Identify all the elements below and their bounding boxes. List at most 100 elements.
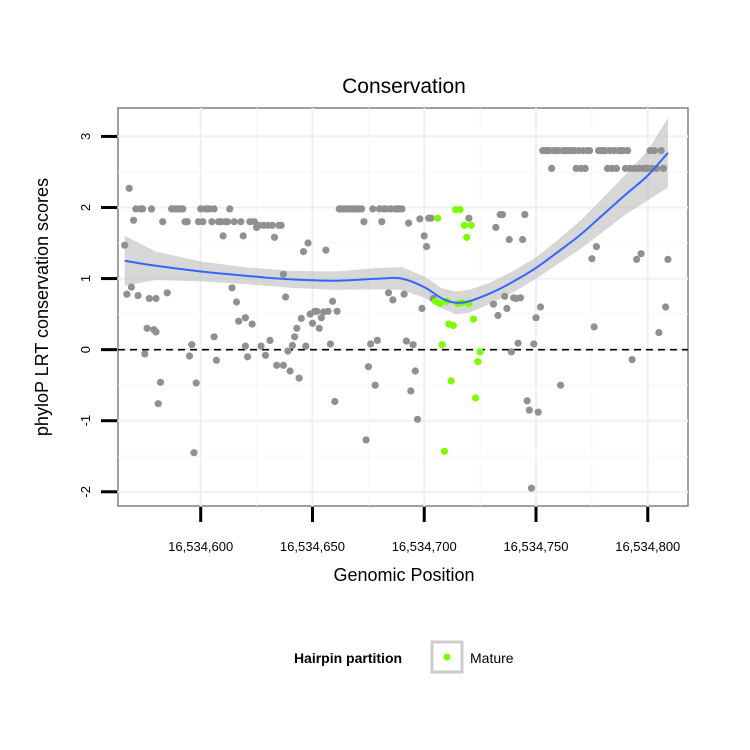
other-point	[248, 320, 256, 328]
other-point	[143, 324, 151, 332]
other-point	[223, 218, 232, 226]
mature-point	[467, 221, 475, 229]
other-point	[324, 307, 332, 315]
x-tick-label: 16,534,800	[615, 539, 680, 554]
other-point	[329, 297, 337, 305]
other-point	[411, 367, 419, 375]
other-point	[624, 147, 632, 155]
legend-title: Hairpin partition	[294, 650, 402, 666]
y-axis-title: phyloP LRT conservation scores	[32, 178, 52, 436]
mature-point	[460, 221, 469, 229]
other-point	[557, 381, 565, 389]
other-point	[235, 317, 243, 325]
other-point	[514, 339, 522, 347]
legend: Hairpin partition Mature	[294, 640, 514, 674]
other-point	[273, 361, 281, 369]
other-point	[125, 184, 133, 192]
other-point	[548, 164, 556, 172]
other-point	[293, 324, 301, 332]
other-point	[121, 241, 129, 249]
other-point	[192, 379, 200, 387]
other-point	[302, 342, 310, 350]
other-point	[315, 324, 323, 332]
other-point	[659, 164, 668, 172]
other-point	[501, 292, 509, 300]
other-point	[527, 484, 536, 492]
other-point	[521, 211, 529, 219]
x-tick-label: 16,534,600	[168, 539, 233, 554]
other-point	[331, 397, 339, 406]
other-point	[519, 235, 527, 244]
chart-title: Conservation	[342, 75, 466, 98]
x-tick-label: 16,534,650	[280, 539, 345, 554]
mature-point	[440, 447, 448, 455]
other-point	[190, 449, 198, 457]
other-point	[384, 289, 393, 297]
other-point	[364, 363, 372, 371]
mature-point	[449, 321, 457, 330]
other-point	[662, 303, 670, 311]
other-point	[590, 323, 598, 331]
other-point	[326, 340, 334, 348]
other-point	[503, 304, 511, 312]
other-point	[317, 314, 325, 322]
other-point	[369, 205, 377, 213]
mature-point	[436, 299, 444, 307]
x-tick-label: 16,534,750	[503, 539, 568, 554]
other-point	[427, 214, 435, 222]
other-point	[279, 270, 287, 278]
other-point	[185, 352, 194, 360]
other-point	[291, 333, 299, 341]
other-point	[210, 205, 218, 213]
other-point	[373, 336, 381, 344]
other-point	[127, 283, 135, 291]
other-point	[592, 243, 601, 251]
smooth-trend-line	[124, 152, 669, 304]
other-point	[139, 205, 147, 213]
other-point	[378, 218, 386, 226]
x-axis: 16,534,600 16,534,650 16,534,700 16,534,750…	[168, 507, 680, 554]
other-point	[581, 164, 589, 172]
data-points	[121, 147, 672, 492]
other-point	[489, 300, 498, 308]
other-point	[588, 255, 596, 263]
other-point	[163, 289, 171, 297]
other-point	[230, 218, 238, 226]
other-point	[199, 218, 207, 226]
y-axis: -2 -1 0 1 2 3	[78, 133, 117, 498]
y-tick-label: -1	[78, 415, 93, 427]
other-point	[586, 147, 594, 155]
other-point	[655, 329, 663, 337]
other-point	[358, 205, 366, 213]
other-point	[261, 351, 270, 359]
mature-point	[474, 358, 482, 366]
other-point	[295, 374, 303, 382]
other-point	[282, 293, 290, 301]
other-point	[179, 205, 187, 213]
y-tick-label: -2	[78, 486, 93, 498]
mature-point	[438, 341, 446, 349]
other-point	[123, 290, 131, 298]
other-point	[664, 255, 672, 263]
other-point	[183, 218, 191, 226]
other-point	[288, 341, 296, 349]
other-point	[308, 319, 317, 327]
other-point	[244, 353, 252, 361]
other-point	[507, 348, 515, 356]
other-point	[407, 387, 415, 395]
other-point	[257, 342, 265, 350]
other-point	[239, 232, 247, 240]
other-point	[498, 211, 507, 219]
other-point	[266, 336, 274, 344]
other-point	[159, 218, 167, 226]
confidence-ribbon	[124, 117, 668, 315]
other-point	[322, 246, 330, 254]
other-point	[297, 314, 305, 322]
other-point	[237, 218, 245, 226]
legend-label-mature: Mature	[470, 650, 514, 666]
other-point	[389, 296, 397, 304]
other-point	[154, 400, 162, 408]
y-tick-label: 1	[78, 275, 93, 282]
other-point	[362, 436, 370, 444]
